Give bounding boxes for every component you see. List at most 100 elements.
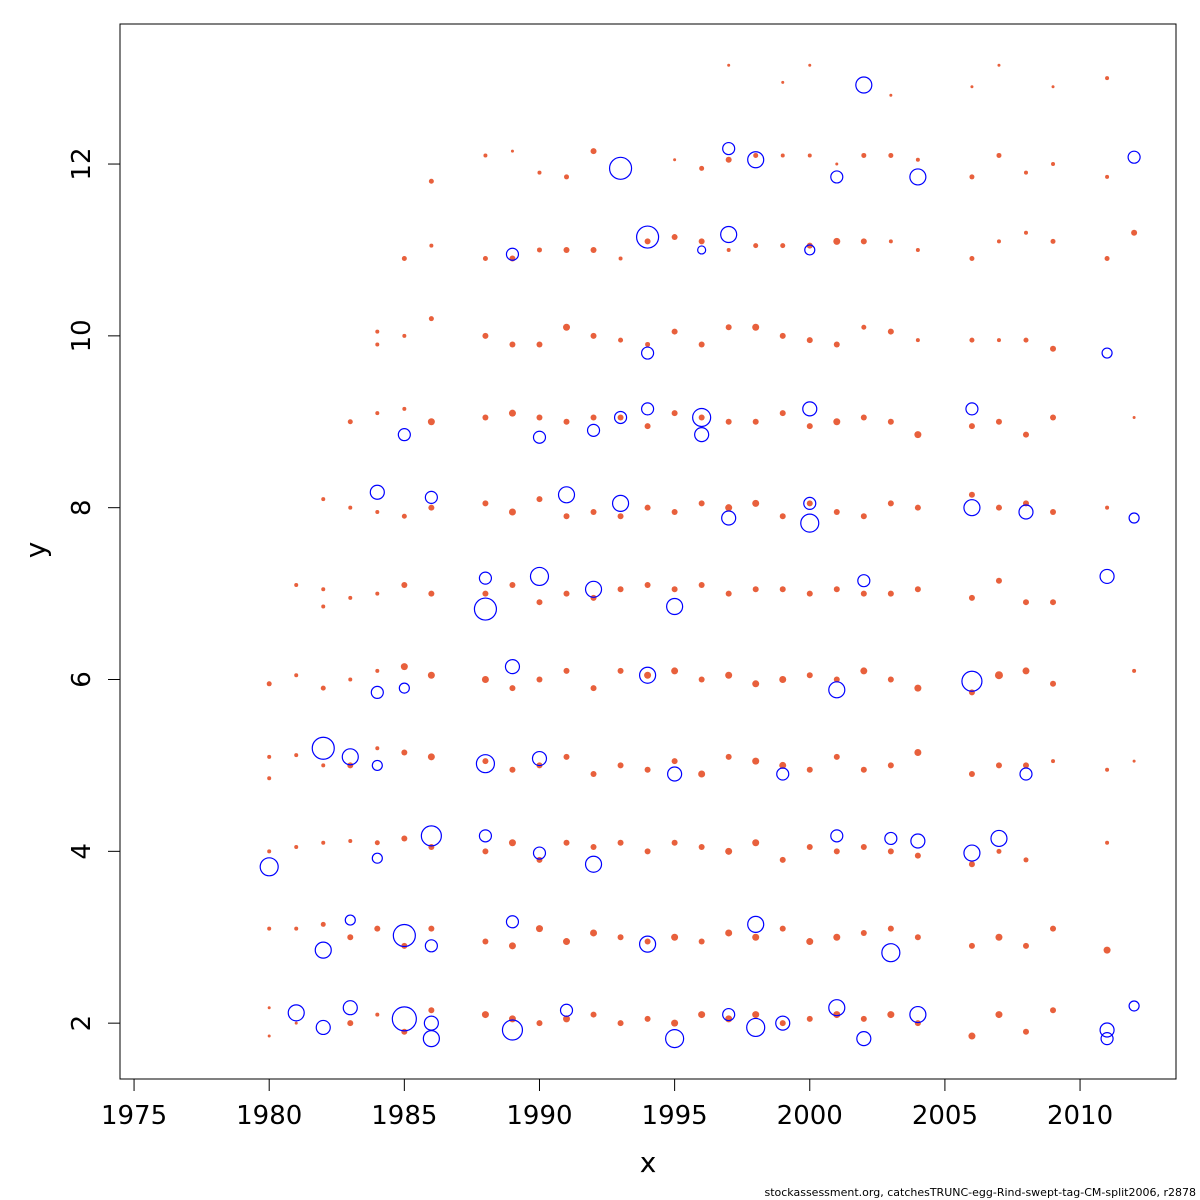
bubble-filled <box>1022 667 1030 675</box>
bubble-filled <box>860 844 867 851</box>
bubble-filled <box>671 234 678 241</box>
bubble-open <box>776 767 790 781</box>
bubble-filled <box>428 316 434 322</box>
bubble-filled <box>482 500 489 507</box>
x-tick-label: 1995 <box>642 1101 708 1131</box>
bubble-filled <box>402 333 407 338</box>
bubble-filled <box>887 762 894 769</box>
bubble-open <box>830 829 844 843</box>
bubble-filled <box>806 672 813 679</box>
x-axis-label: x <box>640 1146 657 1179</box>
bubble-open <box>287 1004 305 1022</box>
y-tick-label: 12 <box>67 147 97 180</box>
bubble-filled <box>617 586 624 593</box>
bubble-open <box>371 852 383 864</box>
bubble-filled <box>995 933 1003 941</box>
bubble-filled <box>590 685 597 692</box>
bubble-filled <box>725 324 732 331</box>
bubble-filled <box>807 153 812 158</box>
bubble-filled <box>402 406 407 411</box>
bubble-open <box>640 346 655 360</box>
bubble-filled <box>1050 414 1057 421</box>
bubble-open <box>559 1003 574 1017</box>
bubble-filled <box>698 414 705 421</box>
bubble-filled <box>618 256 623 261</box>
bubble-filled <box>914 504 921 511</box>
bubble-open <box>504 659 521 675</box>
bubble-filled <box>996 152 1002 158</box>
bubble-open <box>370 685 384 699</box>
bubble-open <box>586 423 601 437</box>
bubble-filled <box>887 848 894 855</box>
x-tick-label: 1975 <box>101 1101 167 1131</box>
bubble-filled <box>698 500 705 507</box>
bubble-filled <box>320 921 326 927</box>
bubble-open <box>666 597 684 616</box>
bubble-filled <box>806 844 813 851</box>
bubble-filled <box>267 754 272 759</box>
bubble-filled <box>860 238 867 245</box>
bubble-filled <box>644 1015 651 1022</box>
bubble-open <box>531 750 548 767</box>
bubble-filled <box>644 582 651 589</box>
bubble-filled <box>808 63 812 67</box>
bubble-filled <box>671 328 678 335</box>
bubble-open <box>584 580 603 598</box>
bubble-filled <box>698 582 705 589</box>
bubble-filled <box>563 1015 571 1023</box>
bubble-filled <box>861 152 867 158</box>
bubble-open <box>638 935 657 953</box>
bubble-filled <box>294 1021 298 1025</box>
bubble-filled <box>779 856 786 863</box>
bubble-filled <box>590 508 597 515</box>
bubble-filled <box>698 1011 706 1019</box>
bubble-filled <box>1023 857 1029 863</box>
x-tick-label: 2000 <box>777 1101 843 1131</box>
bubble-open <box>800 513 820 533</box>
bubble-open <box>342 1000 358 1016</box>
bubble-filled <box>725 590 732 597</box>
bubble-filled <box>752 1011 760 1019</box>
bubble-filled <box>321 763 326 768</box>
bubble-open <box>341 748 359 766</box>
bubble-filled <box>482 590 489 597</box>
bubble-filled <box>617 934 624 941</box>
bubble-filled <box>563 839 570 846</box>
bubble-filled <box>401 835 408 842</box>
bubble-filled <box>969 337 975 343</box>
footnote: stockassessment.org, catchesTRUNC-egg-Ri… <box>764 1186 1196 1199</box>
bubble-open <box>884 831 898 846</box>
bubble-filled <box>699 165 705 171</box>
bubble-filled <box>400 663 408 671</box>
bubble-open <box>828 999 846 1017</box>
bubble-filled <box>536 676 543 683</box>
bubble-filled <box>590 148 597 155</box>
bubble-filled <box>1050 508 1057 515</box>
bubble-filled <box>970 85 974 89</box>
bubble-filled <box>294 753 299 758</box>
bubble-filled <box>968 861 975 868</box>
bubble-filled <box>267 1006 271 1010</box>
bubble-open <box>856 1031 872 1047</box>
bubble-filled <box>375 509 380 514</box>
bubble-filled <box>375 411 380 416</box>
bubble-filled <box>779 676 787 684</box>
bubble-filled <box>266 681 272 687</box>
bubble-open <box>475 754 496 774</box>
bubble-filled <box>563 513 570 520</box>
bubble-filled <box>833 933 841 941</box>
bubble-filled <box>835 162 839 166</box>
bubble-filled <box>1023 337 1029 343</box>
bubble-filled <box>375 342 380 347</box>
bubble-filled <box>1022 942 1029 949</box>
bubble-filled <box>833 676 840 683</box>
bubble-filled <box>508 409 516 417</box>
bubble-filled <box>294 673 299 678</box>
bubble-filled <box>375 329 380 334</box>
bubble-open <box>747 151 765 169</box>
bubble-filled <box>914 586 921 593</box>
bubble-open <box>961 670 983 692</box>
bubble-filled <box>1051 759 1056 764</box>
bubble-filled <box>752 933 760 941</box>
bubble-filled <box>644 423 651 430</box>
